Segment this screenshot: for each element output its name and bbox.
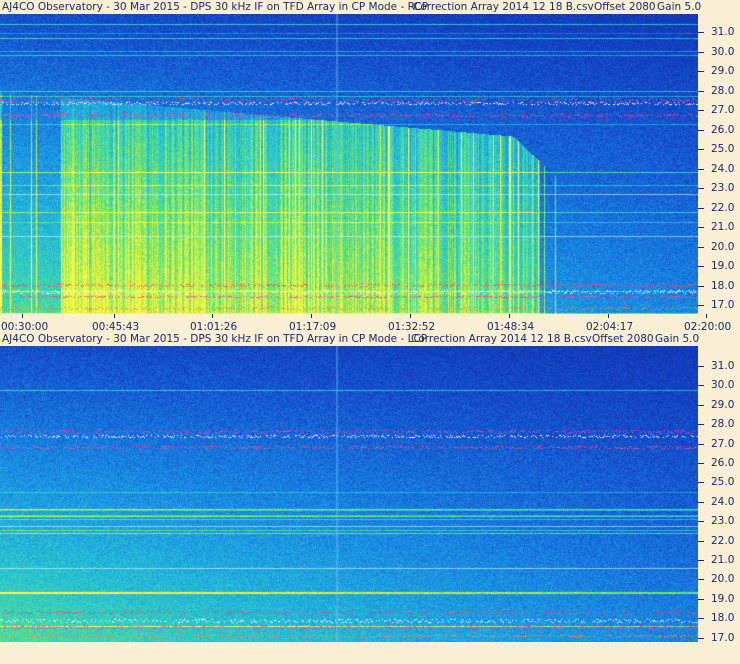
- time-tick-label: 02:20:00: [684, 321, 732, 333]
- panel-2-ytick: [698, 579, 704, 581]
- time-tick: [114, 314, 115, 318]
- panel-2-gain-label: Gain 5.0: [655, 333, 700, 345]
- time-tick-label: 02:04:17: [586, 321, 634, 333]
- panel-2-correction-label: Correction Array 2014 12 18 B.csv: [411, 333, 592, 345]
- time-tick-label: 00:45:43: [92, 321, 140, 333]
- panel-2-ytick-label: 31.0: [711, 360, 735, 372]
- time-tick: [509, 314, 510, 318]
- panel-1-ytick: [698, 305, 704, 306]
- panel-1-ytick-label: 21.0: [711, 221, 735, 233]
- panel-2-ytick-label: 22.0: [711, 534, 735, 547]
- panel-1-ytick-label: 26.0: [711, 123, 735, 136]
- panel-2-ytick-label: 29.0: [711, 398, 735, 411]
- panel-2-spectrogram-canvas: [0, 346, 698, 642]
- panel-2-ytick-label: 30.0: [711, 379, 735, 392]
- time-tick-label: 00:30:00: [1, 321, 49, 333]
- panel-2-ytick: [698, 443, 704, 445]
- time-tick-label: 01:01:26: [190, 321, 238, 333]
- time-tick-label: 01:48:34: [487, 321, 535, 333]
- time-tick: [22, 314, 23, 318]
- panel-1-ytick-label: 31.0: [711, 26, 735, 38]
- panel-2-observatory-title: AJ4CO Observatory - 30 Mar 2015 - DPS 30…: [2, 333, 428, 345]
- panel-1-offset-label: Offset 2080: [594, 1, 656, 13]
- panel-2-ytick: [698, 521, 704, 523]
- panel-2-ytick-label: 19.0: [711, 592, 735, 605]
- panel-1-ytick-label: 23.0: [711, 182, 735, 194]
- panel-1-ytick-label: 18.0: [711, 279, 735, 292]
- panel-2-ytick-label: 25.0: [711, 476, 735, 489]
- panel-1-ytick-label: 20.0: [711, 240, 735, 253]
- panel-1-ytick-label: 29.0: [711, 65, 735, 77]
- panel-2-time-axis: [0, 642, 740, 664]
- panel-1-ytick: [698, 227, 704, 228]
- panel-2-ytick: [698, 501, 704, 503]
- panel-2-ytick: [698, 560, 704, 561]
- panel-2-ytick: [698, 366, 704, 367]
- panel-1-ytick-label: 17.0: [711, 299, 735, 311]
- panel-1-ytick-label: 27.0: [711, 104, 735, 116]
- panel-1-ytick: [698, 149, 704, 150]
- time-tick: [706, 314, 707, 318]
- panel-2-ytick: [698, 637, 704, 639]
- panel-1-ytick: [698, 51, 704, 53]
- panel-2-offset-label: Offset 2080: [592, 333, 654, 345]
- panel-1-correction-label: Correction Array 2014 12 18 B.csv: [413, 1, 594, 13]
- time-tick: [608, 314, 609, 318]
- panel-2-ytick-label: 27.0: [711, 437, 735, 450]
- panel-1-ytick: [698, 246, 704, 248]
- panel-1-ytick: [698, 168, 704, 170]
- panel-1-ytick-label: 22.0: [711, 201, 735, 214]
- panel-2-ytick: [698, 424, 704, 426]
- panel-2-ytick: [698, 540, 704, 542]
- panel-2-ytick: [698, 598, 704, 600]
- panel-1-ytick: [698, 90, 704, 92]
- panel-2-ytick-label: 18.0: [711, 612, 735, 625]
- panel-1-ytick: [698, 71, 704, 72]
- panel-2-ytick-label: 20.0: [711, 573, 735, 586]
- panel-2-frequency-axis: 31.0 30.0 29.0 28.0 27.0 26.0 25.0 24.0 23.0 22.0…: [698, 346, 740, 644]
- panel-1-ytick: [698, 266, 704, 267]
- time-tick: [410, 314, 411, 318]
- panel-2-ytick-label: 26.0: [711, 457, 735, 469]
- panel-1-spectrogram: [0, 14, 698, 314]
- panel-2-spectrogram: [0, 346, 698, 642]
- panel-1-ytick: [698, 207, 704, 209]
- panel-1-ytick-label: 24.0: [711, 162, 735, 175]
- panel-2-title: AJ4CO Observatory - 30 Mar 2015 - DPS 30…: [0, 332, 740, 346]
- panel-1-ytick-label: 19.0: [711, 260, 735, 272]
- time-tick-label: 01:17:09: [289, 321, 337, 333]
- panel-1-ytick: [698, 285, 704, 287]
- panel-2-ytick-label: 24.0: [711, 495, 735, 508]
- panel-2-ytick: [698, 385, 704, 387]
- panel-2-ytick-label: 17.0: [711, 631, 735, 644]
- panel-1-ytick: [698, 129, 704, 131]
- panel-2-ytick-label: 21.0: [711, 554, 735, 566]
- panel-2-ytick: [698, 404, 704, 406]
- panel-1-frequency-axis: 31.0 30.0 29.0 28.0 27.0 26.0 25.0 24.0 23.0 22.0…: [698, 14, 740, 314]
- panel-2-ytick-label: 28.0: [711, 418, 735, 431]
- panel-2-ytick: [698, 463, 704, 464]
- time-tick-label: 01:32:52: [388, 321, 436, 333]
- panel-1-observatory-title: AJ4CO Observatory - 30 Mar 2015 - DPS 30…: [2, 1, 429, 13]
- panel-1-spectrogram-canvas: [0, 14, 698, 314]
- panel-1-ytick-label: 30.0: [711, 45, 735, 58]
- time-tick: [311, 314, 312, 318]
- panel-1-ytick: [698, 110, 704, 111]
- panel-1-ytick-label: 28.0: [711, 84, 735, 97]
- panel-1-ytick: [698, 32, 704, 33]
- panel-2-ytick: [698, 618, 704, 620]
- panel-1-time-axis: 00:30:00 00:45:43 01:01:26 01:17:09 01:32:52…: [0, 314, 740, 336]
- panel-2-ytick: [698, 482, 704, 484]
- panel-1-ytick-label: 25.0: [711, 143, 735, 155]
- time-tick: [212, 314, 213, 318]
- panel-1-ytick: [698, 188, 704, 189]
- panel-1-title: AJ4CO Observatory - 30 Mar 2015 - DPS 30…: [0, 0, 740, 14]
- panel-2-ytick-label: 23.0: [711, 515, 735, 528]
- panel-1-gain-label: Gain 5.0: [657, 1, 702, 13]
